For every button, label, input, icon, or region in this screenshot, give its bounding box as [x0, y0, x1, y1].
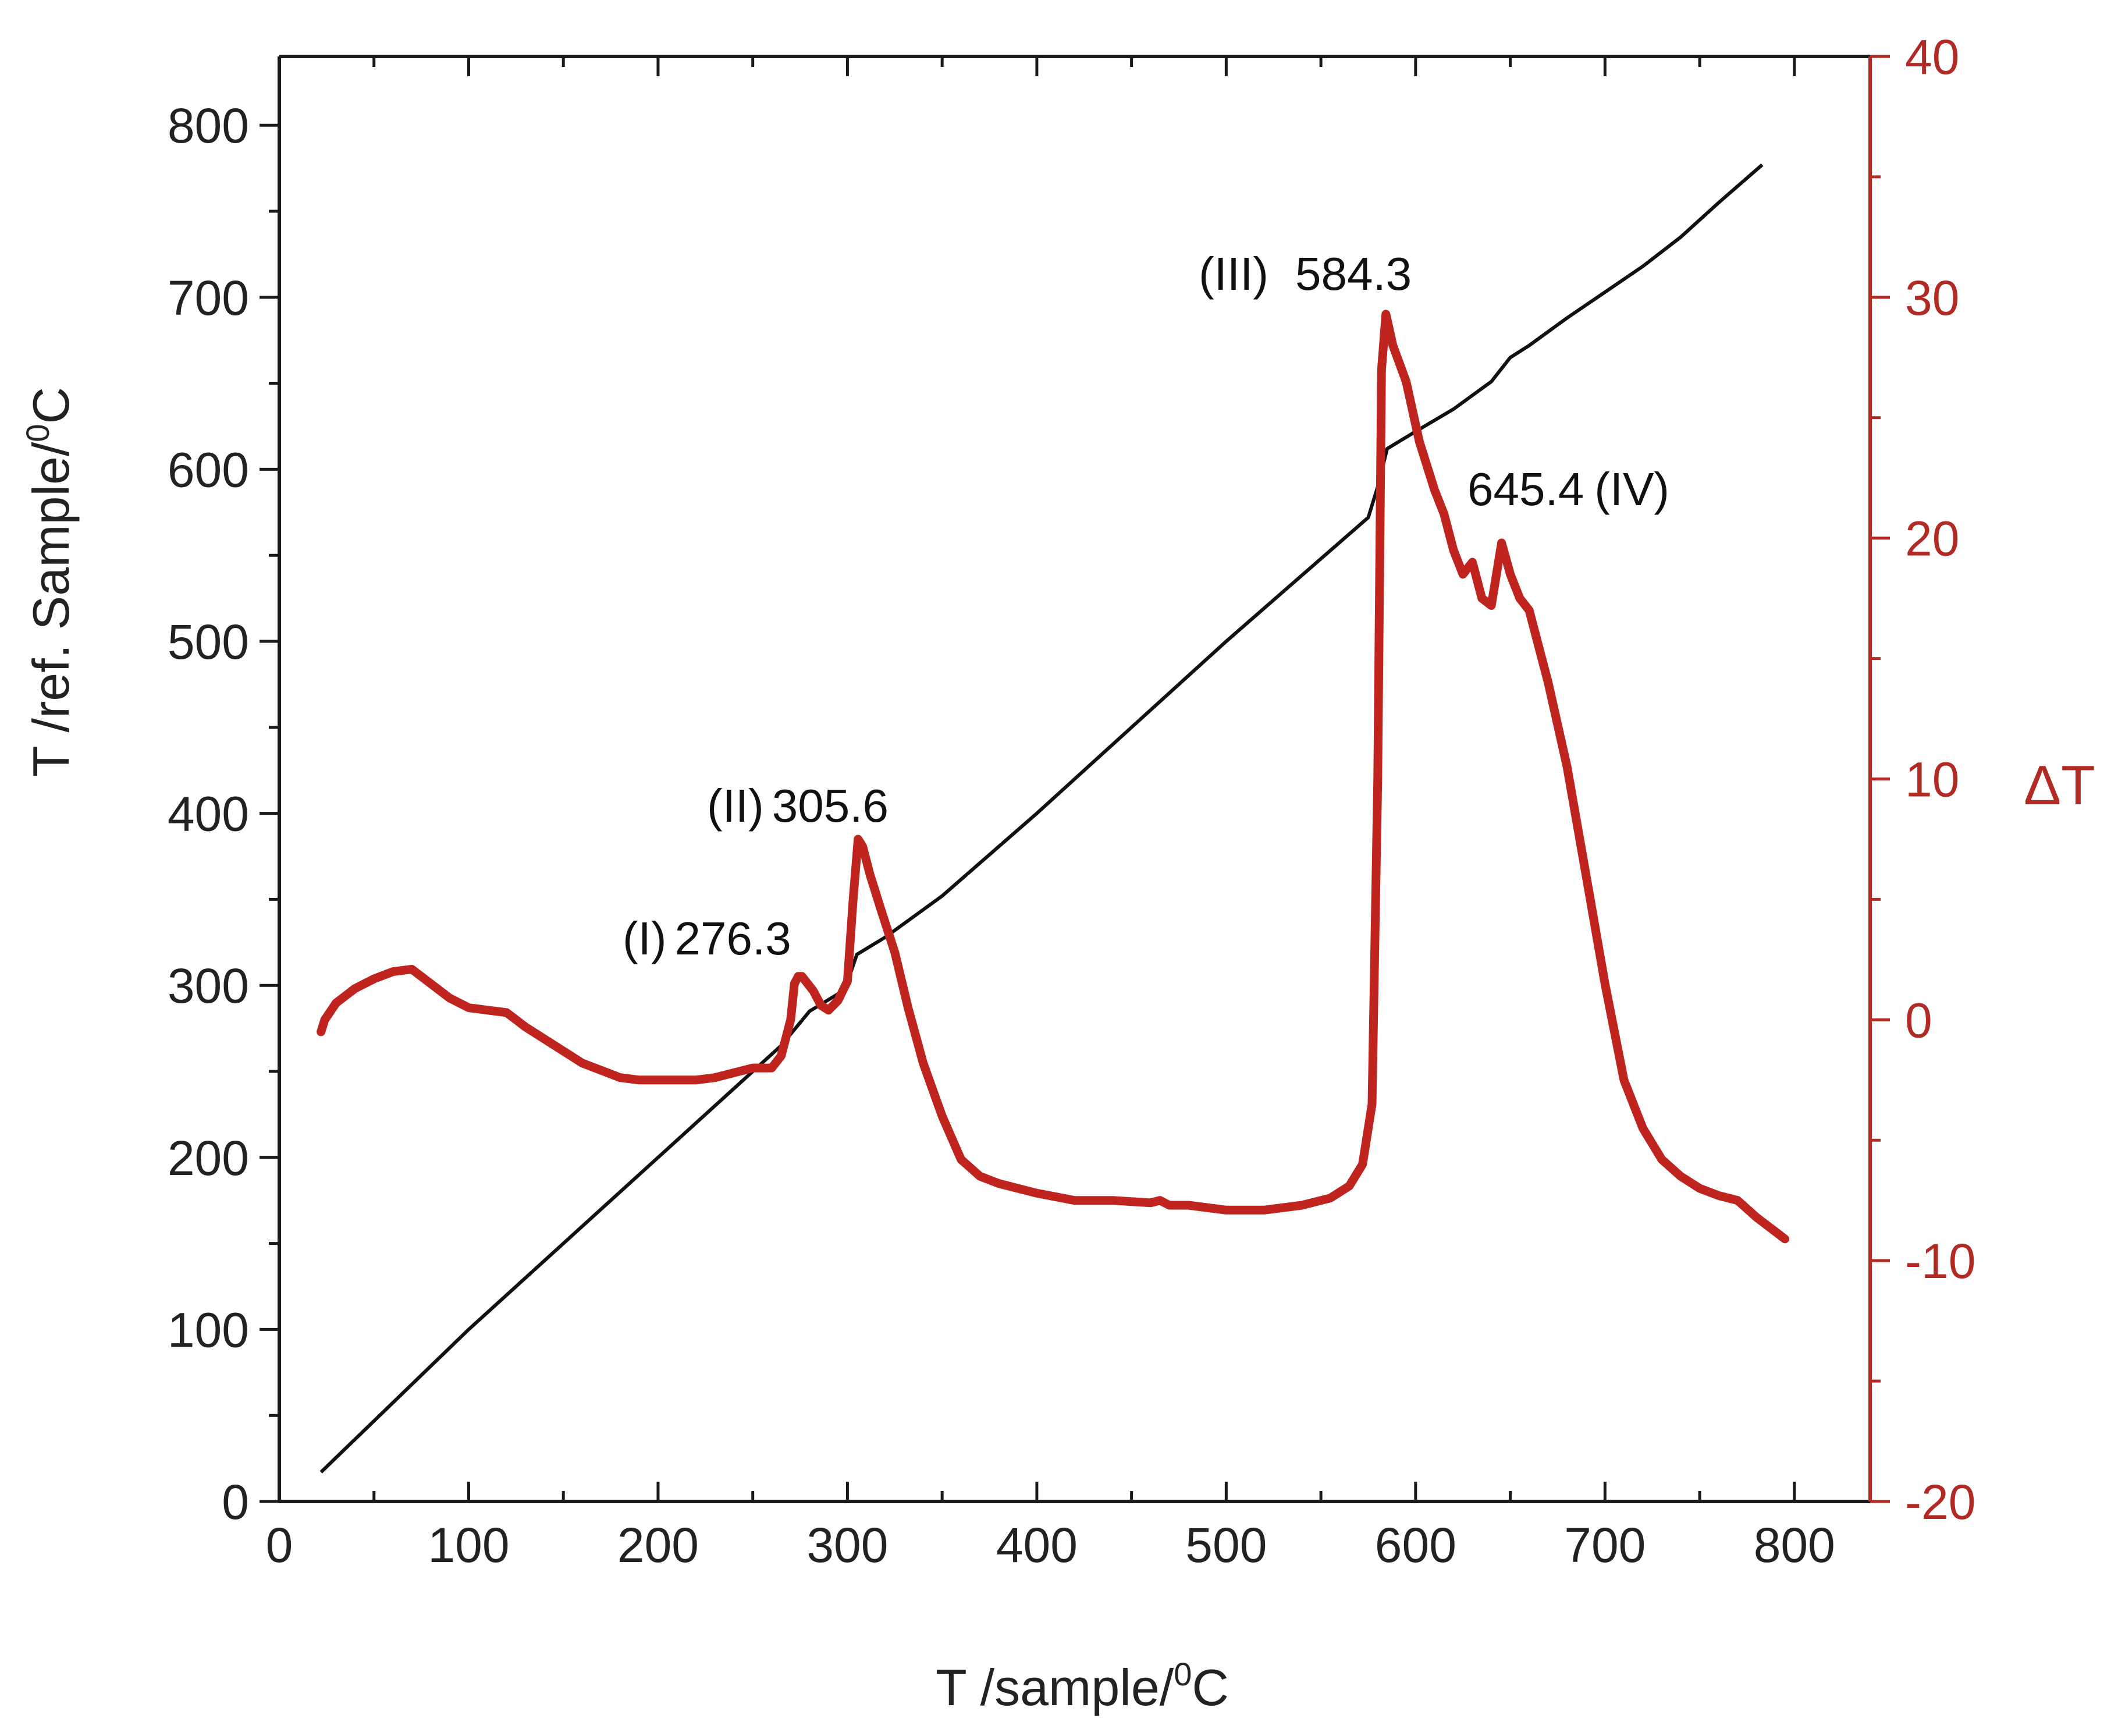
y2-axis-ticks: -20 -10 0 10 20 30 40 — [1870, 30, 1975, 1529]
annotation-peak-3: (III) 584.3 — [1199, 248, 1412, 300]
y2-axis-title: ΔT — [2024, 754, 2095, 816]
x-tick-label-100: 100 — [428, 1518, 509, 1572]
annotation-peak-1: (I) 276.3 — [623, 913, 791, 964]
y-axis-title-unit: C — [22, 387, 80, 424]
y-axis-title-degree: 0 — [19, 424, 56, 442]
x-tick-label-0: 0 — [266, 1518, 293, 1572]
y2-tick-label-40: 40 — [1905, 30, 1959, 84]
x-tick-label-300: 300 — [806, 1518, 888, 1572]
annotation-peak-1-label: (I) — [623, 913, 667, 964]
annotation-peak-2-label: (II) — [707, 780, 764, 832]
y-tick-label-600: 600 — [168, 442, 249, 497]
x-axis-title-degree: 0 — [1174, 1656, 1192, 1692]
y2-tick-label-0: 0 — [1905, 993, 1932, 1048]
y-axis-ticks: 0 100 200 300 400 500 600 700 800 — [168, 98, 279, 1529]
x-axis-title-unit: C — [1192, 1659, 1229, 1716]
y-axis-title-text: T /ref. Sample/ — [22, 442, 80, 777]
annotation-peak-2-value: 305.6 — [772, 780, 889, 832]
y-tick-label-0: 0 — [222, 1475, 249, 1529]
y2-tick-label-30: 30 — [1905, 271, 1959, 325]
y2-tick-label--10: -10 — [1905, 1234, 1975, 1288]
y-tick-label-100: 100 — [168, 1302, 249, 1357]
x-tick-label-200: 200 — [617, 1518, 699, 1572]
annotation-peak-4-label: (IV) — [1594, 463, 1669, 515]
x-tick-label-500: 500 — [1185, 1518, 1267, 1572]
annotation-peak-1-value: 276.3 — [675, 913, 791, 964]
y2-tick-label--20: -20 — [1905, 1475, 1975, 1529]
y2-tick-label-10: 10 — [1905, 752, 1959, 807]
x-axis-title-text: T /sample/ — [936, 1659, 1174, 1716]
y-tick-label-800: 800 — [168, 98, 249, 153]
x-axis-title: T /sample/0C — [936, 1656, 1229, 1716]
y-tick-label-500: 500 — [168, 615, 249, 669]
y2-tick-label-20: 20 — [1905, 512, 1959, 566]
y-axis-title: T /ref. Sample/0C — [19, 387, 80, 777]
x-tick-label-600: 600 — [1375, 1518, 1456, 1572]
x-tick-label-700: 700 — [1564, 1518, 1646, 1572]
x-tick-label-400: 400 — [996, 1518, 1078, 1572]
annotation-peak-2: (II) 305.6 — [707, 780, 889, 832]
annotation-peak-3-value: 584.3 — [1295, 248, 1412, 300]
delta-t-line — [317, 310, 1789, 1244]
y-tick-label-400: 400 — [168, 787, 249, 842]
x-axis-ticks: 0 100 200 300 400 500 600 700 800 — [266, 56, 1835, 1572]
plot-area: 0 100 200 300 400 500 600 700 800 01002003004005… — [168, 30, 1976, 1572]
y-tick-label-200: 200 — [168, 1131, 249, 1185]
annotation-peak-4: 645.4 (IV) — [1467, 463, 1669, 515]
annotation-peak-3-label: (III) — [1199, 248, 1268, 300]
annotation-peak-4-value: 645.4 — [1467, 463, 1584, 515]
reference-temperature-line — [319, 163, 1764, 1474]
y-tick-label-300: 300 — [168, 958, 249, 1013]
annotations: (I) 276.3 (II) 305.6 (III) 584.3 645.4 (IV) — [623, 248, 1669, 964]
y-tick-label-700: 700 — [168, 271, 249, 325]
x-tick-label-800: 800 — [1754, 1518, 1835, 1572]
